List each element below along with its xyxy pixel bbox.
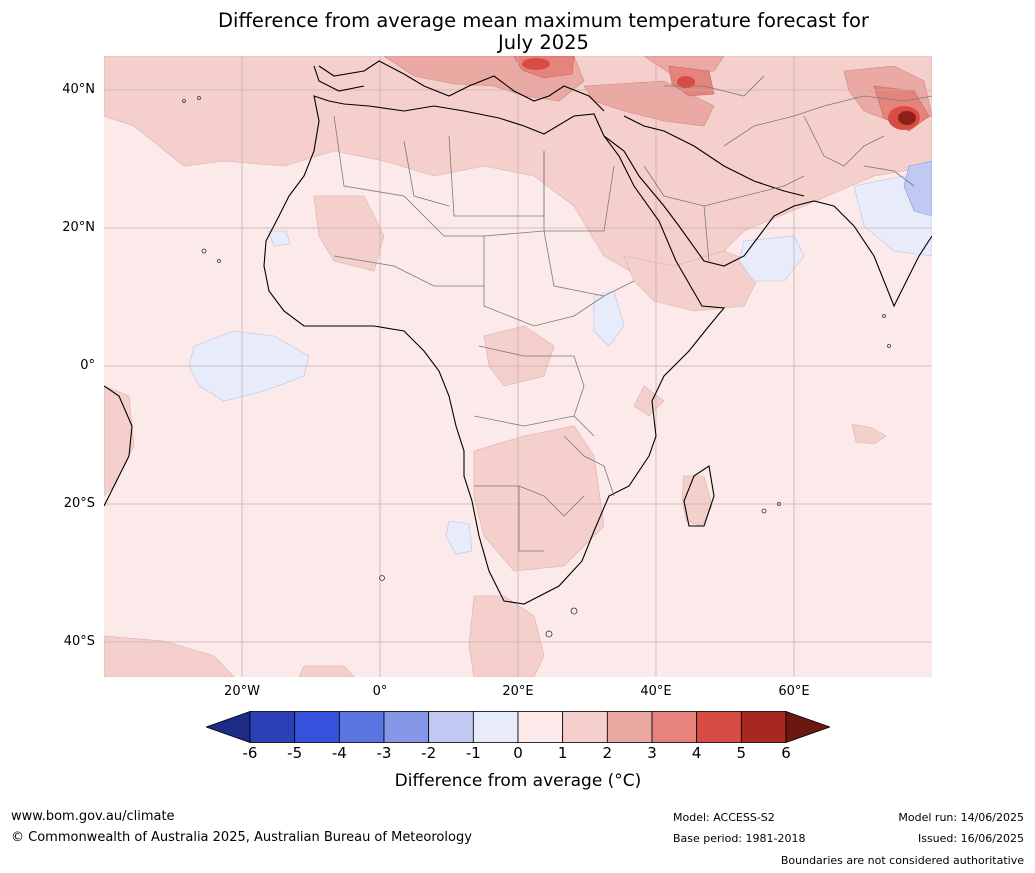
- map-title: Difference from average mean maximum tem…: [0, 10, 1035, 54]
- colorbar-tick-label: 3: [647, 744, 657, 762]
- colorbar-cell: [428, 711, 474, 743]
- lon-label-20e: 20°E: [502, 684, 534, 699]
- colorbar-tick-label: -6: [242, 744, 258, 762]
- colorbar-cell: [651, 711, 698, 743]
- map-canvas: [104, 56, 932, 677]
- lon-label-40e: 40°E: [640, 684, 672, 699]
- colorbar-tick-label: 2: [602, 744, 613, 762]
- lon-label-60e: 60°E: [778, 684, 810, 699]
- colorbar-tick-label: 4: [691, 744, 702, 762]
- coastlines: [104, 60, 932, 605]
- country-borders: [333, 75, 932, 552]
- colorbar: [206, 711, 830, 743]
- colorbar-label: Difference from average (°C): [394, 771, 642, 791]
- footer-model-run: Model run: 14/06/2025: [898, 811, 1024, 824]
- lat-label-20s: 20°S: [63, 496, 95, 511]
- colorbar-tick-label: 1: [557, 744, 568, 762]
- lat-label-equator: 0°: [80, 358, 95, 373]
- colorbar-tick-label: -2: [421, 744, 437, 762]
- colorbar-tick-label: 6: [781, 744, 791, 762]
- lat-label-40s: 40°S: [63, 634, 95, 649]
- colorbar-cell: [740, 711, 787, 743]
- colorbar-cell: [383, 711, 430, 743]
- lon-label-20w: 20°W: [224, 684, 260, 699]
- colorbar-extension-low: [206, 711, 251, 743]
- lon-label-0: 0°: [372, 684, 388, 699]
- colorbar-cell: [294, 711, 340, 743]
- colorbar-tick-label: -3: [376, 744, 392, 762]
- colorbar-cell: [517, 711, 564, 743]
- map-title-line-1: Difference from average mean maximum tem…: [218, 9, 869, 32]
- footer-base-period: Base period: 1981-2018: [673, 832, 806, 845]
- footer-disclaimer: Boundaries are not considered authoritat…: [780, 854, 1024, 867]
- colorbar-cell: [696, 711, 742, 743]
- footer-model: Model: ACCESS-S2: [673, 811, 775, 824]
- colorbar-cell: [606, 711, 653, 743]
- colorbar-tick-label: -4: [331, 744, 347, 762]
- lat-label-40n: 40°N: [62, 82, 95, 97]
- colorbar-cell: [249, 711, 296, 743]
- islands: [182, 96, 891, 638]
- footer-issued: Issued: 16/06/2025: [917, 832, 1024, 845]
- colorbar-tick-label: -1: [465, 744, 481, 762]
- anomaly-above-6-region: [898, 111, 916, 125]
- graticule: [104, 56, 932, 677]
- lat-label-20n: 20°N: [62, 220, 95, 235]
- colorbar-tick-label: 5: [736, 744, 747, 762]
- footer-copyright: © Commonwealth of Australia 2025, Austra…: [11, 830, 472, 845]
- anomaly-minus-2-1-regions: [903, 160, 932, 217]
- map-title-line-2: July 2025: [498, 31, 589, 54]
- forecast-map: [104, 56, 932, 677]
- colorbar-tick-label: 0: [513, 744, 523, 762]
- colorbar-extension-high: [785, 711, 830, 743]
- colorbar-cell: [472, 711, 519, 743]
- colorbar-cell: [562, 711, 608, 743]
- colorbar-cell: [338, 711, 385, 743]
- footer-url: www.bom.gov.au/climate: [11, 809, 175, 824]
- colorbar-tick-label: -5: [287, 744, 303, 762]
